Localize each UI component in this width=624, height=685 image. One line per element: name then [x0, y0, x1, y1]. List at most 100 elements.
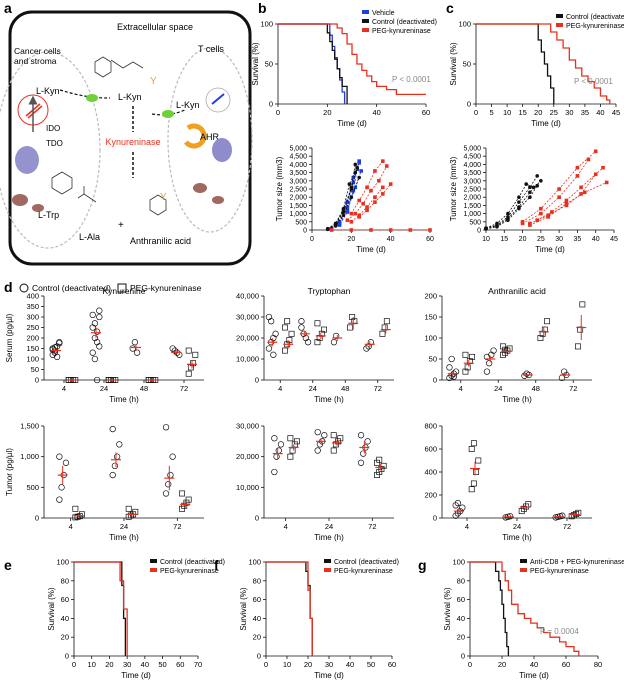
t-dna-icon: [211, 93, 225, 105]
data-point-control: [367, 339, 375, 346]
y-axis-label: Survival (%): [251, 42, 260, 85]
x-tick-label: 45: [612, 108, 620, 117]
y-tick-label: 400: [26, 292, 39, 301]
panel-letter-a: a: [4, 0, 12, 16]
growth-point: [535, 218, 539, 222]
x-axis-label: Time (d): [121, 671, 151, 680]
y-tick-label: 4,500: [289, 154, 307, 161]
data-point-control: [314, 428, 321, 436]
x-tick-label: 70: [194, 660, 202, 669]
growth-point: [345, 208, 350, 213]
x-tick-label: 0: [468, 660, 472, 669]
x-tick-label: 40: [596, 108, 604, 117]
y-tick-label: 60: [61, 595, 69, 604]
x-tick-label: 25: [537, 236, 545, 243]
data-point-control: [314, 447, 321, 454]
data-point-control: [116, 441, 123, 448]
growth-point: [341, 208, 346, 213]
growth-point: [575, 165, 580, 170]
growth-point: [349, 228, 354, 232]
x-tick-label: 60: [422, 108, 430, 117]
panel-letter-e: e: [4, 557, 12, 573]
d-legend-control: Control (deactivated): [32, 283, 111, 293]
growth-point: [359, 169, 363, 173]
growth-point: [325, 227, 330, 231]
growth-point: [539, 179, 543, 183]
y-axis-label: Survival (%): [443, 587, 452, 630]
x-axis-label: Time (h): [109, 395, 139, 404]
export-arrow: [59, 89, 111, 99]
growth-point: [384, 164, 389, 168]
x-tick-label: 25: [550, 108, 558, 117]
y-tick-label: 500: [26, 483, 39, 492]
y-tick-label: 60: [457, 595, 465, 604]
data-point-control: [448, 355, 455, 363]
x-tick-label: 48: [532, 384, 540, 393]
panel-letter-g: g: [418, 557, 427, 573]
x-tick-label: 10: [503, 108, 511, 117]
y-tick-label: 30,000: [236, 422, 259, 431]
data-point-control: [486, 360, 493, 367]
x-tick-label: 10: [482, 236, 490, 243]
chart-title: Tryptophan: [308, 286, 351, 296]
chart-d-trp-tumor: 0 10,000 20,000 30,000 Time (h) 4 24 72: [236, 422, 394, 542]
x-tick-label: 24: [309, 384, 317, 393]
t-organelle-icon: [212, 138, 232, 162]
data-point-peg: [504, 347, 511, 354]
growth-point: [365, 185, 369, 190]
receptor-y-icon: Y: [150, 76, 157, 87]
data-point-peg: [282, 324, 288, 331]
y-tick-label: 200: [424, 292, 437, 301]
growth-point: [535, 183, 539, 188]
growth-point: [347, 182, 352, 186]
y-tick-label: 1,000: [463, 211, 481, 218]
schematic-border: [8, 10, 252, 266]
growth-point: [408, 228, 413, 232]
y-tick-label: 2,500: [463, 187, 481, 194]
growth-line-black: [485, 180, 542, 230]
y-tick-label: 80: [61, 576, 69, 585]
data-point-peg: [376, 456, 383, 463]
t-cell-membrane: [167, 47, 253, 233]
growth-point: [575, 174, 580, 178]
data-point-peg: [337, 435, 344, 442]
data-point-control: [169, 453, 176, 460]
y-tick-label: 1,000: [289, 211, 307, 218]
x-tick-label: 0: [276, 108, 280, 117]
y-tick-label: 50: [31, 365, 39, 374]
dna-icon: [25, 103, 43, 119]
growth-point: [337, 222, 342, 227]
x-tick-label: 60: [388, 660, 396, 669]
legend-swatch-red: [556, 23, 563, 27]
x-tick-label: 10: [88, 660, 96, 669]
growth-line-black: [485, 183, 534, 229]
y-tick-label: 100: [424, 334, 437, 343]
growth-point: [337, 220, 342, 224]
x-tick-label: 20: [105, 660, 113, 669]
survival-line-black: [74, 561, 127, 656]
growth-point: [517, 206, 521, 211]
legend-label: PEG-kynureninase: [566, 23, 624, 30]
growth-line-red: [537, 167, 604, 221]
growth-point: [353, 211, 358, 216]
data-point-control: [321, 432, 328, 439]
growth-point: [517, 195, 521, 199]
y-axis-label: Tumor (pg/µl): [5, 448, 14, 496]
growth-point: [345, 218, 350, 222]
trp-structure-icon: [51, 171, 73, 195]
receptor-y-icon: Y: [160, 192, 167, 203]
growth-point: [506, 211, 510, 216]
growth-point: [373, 169, 377, 173]
transporter-icon: [86, 94, 98, 102]
data-point-peg: [314, 320, 321, 327]
lala-label: L-Ala: [79, 232, 100, 242]
y-tick-label: 3,000: [289, 178, 307, 185]
data-point-peg: [286, 337, 293, 344]
growth-point: [579, 192, 583, 196]
data-point-control: [270, 351, 277, 358]
data-point-control: [89, 349, 96, 356]
y-tick-label: 50: [265, 60, 273, 69]
t-nucleus-icon: [205, 87, 231, 113]
legend-swatch-black: [362, 19, 369, 23]
x-tick-label: 4: [284, 522, 288, 531]
